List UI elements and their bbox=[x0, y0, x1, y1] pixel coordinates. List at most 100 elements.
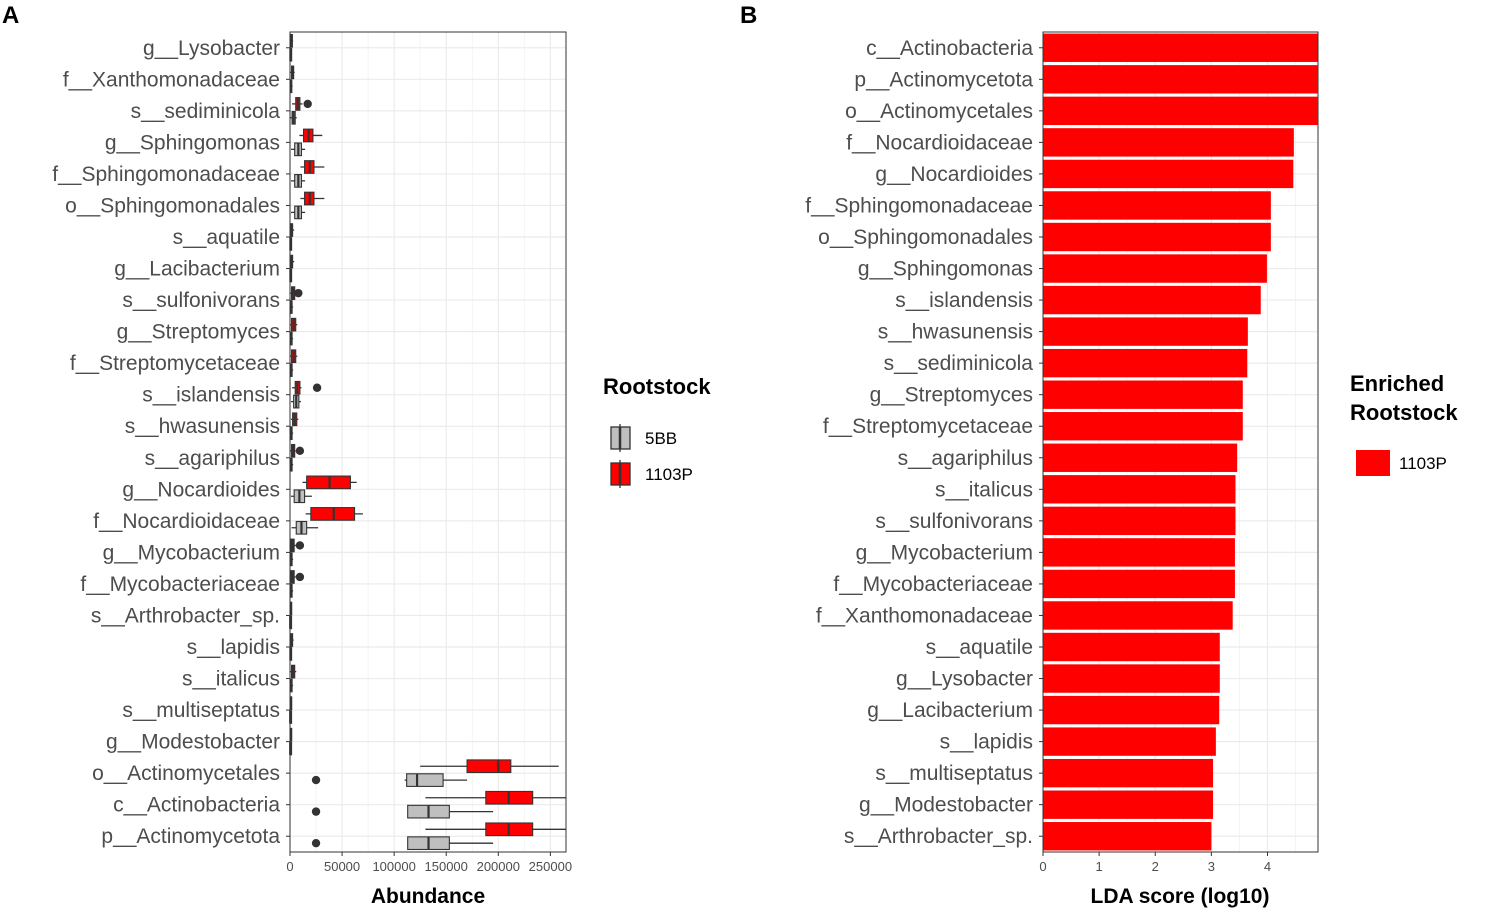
legend-a-label-5bb: 5BB bbox=[645, 429, 677, 448]
panel-a-x-tick-label: 200000 bbox=[477, 859, 520, 874]
panel-b-label-s-sediminicola: s__sediminicola bbox=[884, 352, 1034, 375]
panel-b-bar-s-aquatile bbox=[1043, 632, 1220, 662]
panel-b-x-tick-label: 3 bbox=[1208, 859, 1215, 874]
panel-b-label-f-xanthomonadaceae: f__Xanthomonadaceae bbox=[816, 604, 1033, 627]
outlier-point bbox=[295, 541, 305, 550]
panel-b-label-g-streptomyces: g__Streptomyces bbox=[870, 384, 1033, 407]
legend-a-label-1103p: 1103P bbox=[645, 465, 693, 484]
panel-b-bar-c-actinobacteria bbox=[1043, 33, 1318, 62]
panel-a-box-f-nocardioidaceae-5bb bbox=[291, 520, 319, 535]
panel-a-label-g-nocardioides: g__Nocardioides bbox=[122, 478, 280, 501]
legend-a-title: Rootstock bbox=[603, 374, 711, 399]
panel-b-bar-g-nocardioides bbox=[1043, 159, 1294, 189]
panel-a-label-g-lysobacter: g__Lysobacter bbox=[143, 37, 280, 60]
panel-a-label-f-mycobacteriaceae: f__Mycobacteriaceae bbox=[80, 573, 280, 596]
panel-b-bar-g-lysobacter bbox=[1043, 664, 1220, 693]
panel-b-label-s-italicus: s__italicus bbox=[935, 478, 1033, 501]
panel-b-bar-g-modestobacter bbox=[1043, 790, 1214, 819]
panel-a-box-g-nocardioides-5bb bbox=[291, 489, 312, 504]
panel-a-label-c-actinobacteria: c__Actinobacteria bbox=[113, 794, 280, 817]
panel-b-label-o-sphingomonadales: o__Sphingomonadales bbox=[818, 226, 1033, 249]
panel-a-x-ticks: 0 50000 100000 150000 200000 250000 bbox=[286, 852, 572, 874]
panel-a-label-p-actinomycetota: p__Actinomycetota bbox=[101, 825, 280, 848]
panel-a-label-s-agariphilus: s__agariphilus bbox=[145, 447, 280, 470]
panel-a-box-g-lacibacterium-1103p bbox=[289, 254, 295, 269]
panel-a-box-s-islandensis-5bb bbox=[291, 394, 301, 409]
panel-b-bar-s-italicus bbox=[1043, 475, 1236, 504]
panel-b-bar-s-arthrobacter-sp bbox=[1043, 822, 1212, 851]
panel-b-bar-f-mycobacteriaceae bbox=[1043, 569, 1235, 599]
panel-b-label-c-actinobacteria: c__Actinobacteria bbox=[866, 37, 1033, 60]
panel-a-label-o-actinomycetales: o__Actinomycetales bbox=[92, 762, 280, 785]
outlier-point bbox=[312, 383, 322, 392]
panel-a-box-g-streptomyces-1103p bbox=[290, 317, 298, 332]
panel-b-label-g-modestobacter: g__Modestobacter bbox=[859, 794, 1033, 817]
panel-b-label-f-streptomycetaceae: f__Streptomycetaceae bbox=[823, 415, 1033, 438]
panel-b-label-o-actinomycetales: o__Actinomycetales bbox=[845, 100, 1033, 123]
panel-a-box-f-streptomycetaceae-1103p bbox=[290, 349, 298, 364]
panel-b-label-g-lacibacterium: g__Lacibacterium bbox=[867, 699, 1033, 722]
panel-a-category-labels: g__Lysobacter f__Xanthomonadaceae s__sedim… bbox=[52, 37, 290, 848]
panel-b-bar-p-actinomycetota bbox=[1043, 65, 1318, 94]
outlier-point bbox=[303, 99, 312, 109]
panel-b-bar-f-xanthomonadaceae bbox=[1043, 601, 1233, 630]
panel-a-label-s-hwasunensis: s__hwasunensis bbox=[125, 415, 280, 438]
panel-a-plot-border bbox=[289, 31, 567, 853]
panel-a-x-axis-title: Abundance bbox=[371, 885, 485, 908]
panel-b-bar-s-islandensis bbox=[1043, 285, 1261, 315]
panel-b-x-tick-label: 0 bbox=[1039, 859, 1046, 874]
panel-b-bar-o-actinomycetales bbox=[1043, 96, 1318, 126]
panel-b-x-ticks: 0 1 2 3 4 bbox=[1039, 852, 1271, 874]
panel-a-box-g-lysobacter-1103p bbox=[290, 33, 294, 48]
panel-a-box-p-actinomycetota-5bb bbox=[311, 836, 494, 851]
panel-a-boxplot: g__Lysobacter f__Xanthomonadaceae s__sedim… bbox=[52, 31, 572, 908]
panel-a-x-tick-label: 150000 bbox=[425, 859, 468, 874]
panel-a-box-f-nocardioidaceae-1103p bbox=[305, 507, 363, 521]
panel-a-box-o-sphingomonadales-1103p bbox=[300, 191, 325, 206]
panel-b-bar-s-hwasunensis bbox=[1043, 317, 1248, 346]
outlier-point bbox=[311, 775, 321, 785]
panel-b-bar-s-lapidis bbox=[1043, 727, 1216, 756]
panel-a-label-s-aquatile: s__aquatile bbox=[173, 226, 280, 249]
panel-b-label-s-hwasunensis: s__hwasunensis bbox=[878, 321, 1033, 344]
box bbox=[406, 773, 444, 787]
legend-a: Rootstock 5BB 1103P bbox=[603, 374, 711, 488]
panel-a-plot-area bbox=[289, 31, 567, 853]
panel-b-bar-g-sphingomonas bbox=[1043, 254, 1267, 283]
panel-a-label-s-sulfonivorans: s__sulfonivorans bbox=[122, 289, 280, 312]
panel-b-label-f-mycobacteriaceae: f__Mycobacteriaceae bbox=[833, 573, 1033, 596]
panel-b-label-g-lysobacter: g__Lysobacter bbox=[896, 668, 1033, 691]
panel-a-box-s-sediminicola-1103p bbox=[292, 97, 312, 111]
legend-b-title-line2: Rootstock bbox=[1350, 400, 1458, 425]
panel-a-x-tick-label: 0 bbox=[286, 859, 293, 874]
legend-b-title-line1: Enriched bbox=[1350, 371, 1444, 396]
panel-a-label-f-streptomycetaceae: f__Streptomycetaceae bbox=[70, 352, 280, 375]
panel-a-label-s-italicus: s__italicus bbox=[182, 668, 280, 691]
panel-b-label-s-islandensis: s__islandensis bbox=[895, 289, 1033, 312]
legend-b: Enriched Rootstock 1103P bbox=[1350, 371, 1458, 476]
panel-a-x-tick-label: 100000 bbox=[372, 859, 415, 874]
panel-a-box-c-actinobacteria-1103p bbox=[425, 790, 566, 805]
panel-b-plot-border bbox=[1042, 31, 1319, 853]
panel-a-x-tick-label: 50000 bbox=[324, 859, 360, 874]
panel-a-label-f-sphingomonadaceae: f__Sphingomonadaceae bbox=[52, 163, 280, 186]
panel-b-label-s-sulfonivorans: s__sulfonivorans bbox=[875, 510, 1033, 533]
legend-a-key-5bb bbox=[610, 424, 631, 452]
panel-b-label-f-nocardioidaceae: f__Nocardioidaceae bbox=[846, 131, 1033, 154]
panel-a-box-g-mycobacterium-1103p bbox=[290, 538, 305, 553]
panel-b-letter: B bbox=[740, 2, 757, 29]
panel-b-label-g-nocardioides: g__Nocardioides bbox=[875, 163, 1033, 186]
panel-b-bar-s-sulfonivorans bbox=[1043, 506, 1236, 536]
panel-b-label-s-lapidis: s__lapidis bbox=[940, 731, 1033, 754]
panel-b-category-labels: c__Actinobacteria p__Actinomycetota o__Act… bbox=[805, 37, 1043, 848]
panel-a-label-g-lacibacterium: g__Lacibacterium bbox=[114, 258, 280, 281]
panel-a-label-s-islandensis: s__islandensis bbox=[142, 384, 280, 407]
panel-a-box-s-hwasunensis-1103p bbox=[291, 412, 299, 427]
panel-a-box-s-sulfonivorans-1103p bbox=[290, 286, 303, 300]
panel-a-box-f-sphingomonadaceae-5bb bbox=[291, 174, 306, 188]
panel-a-label-g-mycobacterium: g__Mycobacterium bbox=[103, 541, 280, 564]
panel-b-label-g-mycobacterium: g__Mycobacterium bbox=[856, 541, 1033, 564]
panel-b-label-s-aquatile: s__aquatile bbox=[926, 636, 1033, 659]
legend-b-label-1103p: 1103P bbox=[1399, 454, 1447, 473]
